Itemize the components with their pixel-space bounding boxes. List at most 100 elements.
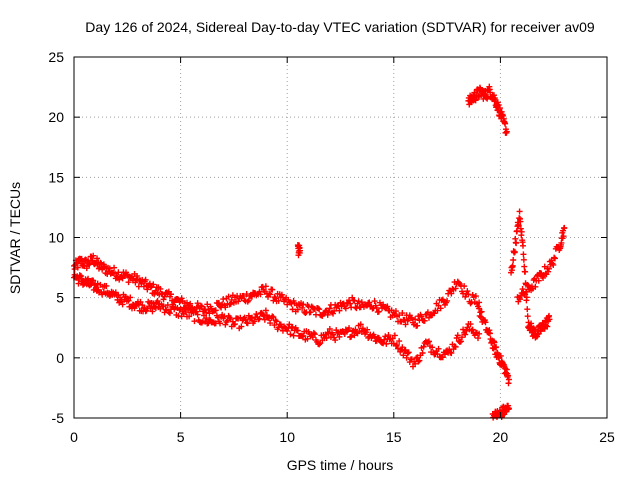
data-point — [75, 280, 82, 287]
data-point — [389, 335, 396, 342]
data-point — [181, 305, 188, 312]
data-point — [225, 293, 232, 300]
data-point — [546, 316, 553, 323]
data-point — [524, 313, 531, 320]
data-point — [304, 335, 311, 342]
data-point — [257, 291, 264, 298]
data-point — [396, 312, 403, 319]
data-point — [290, 332, 297, 339]
data-point — [149, 308, 156, 315]
data-point — [178, 295, 185, 302]
data-point — [401, 347, 408, 354]
data-point — [227, 300, 234, 307]
data-point — [522, 268, 529, 275]
data-point — [160, 296, 167, 303]
data-point — [352, 326, 359, 333]
data-point — [125, 297, 132, 304]
data-point — [111, 264, 118, 271]
data-point — [134, 272, 141, 279]
data-point — [366, 299, 373, 306]
data-point — [463, 327, 470, 334]
data-point — [191, 318, 198, 325]
data-point — [415, 358, 422, 365]
data-point — [300, 301, 307, 308]
data-point — [461, 283, 468, 290]
data-point — [421, 317, 428, 324]
data-point — [242, 316, 249, 323]
data-point — [78, 272, 85, 279]
data-point — [435, 345, 442, 352]
data-point — [429, 344, 436, 351]
y-tick-labels: -5 0 5 10 15 20 25 — [48, 49, 64, 426]
data-point — [183, 299, 190, 306]
data-point — [273, 318, 280, 325]
data-point — [482, 319, 489, 326]
data-point — [462, 331, 469, 338]
data-point — [307, 309, 314, 316]
x-tick-labels: 0 5 10 15 20 25 — [70, 429, 615, 445]
data-point — [505, 405, 512, 412]
data-point — [316, 341, 323, 348]
data-point — [511, 248, 518, 255]
data-point — [520, 256, 527, 263]
y-tick-label: 5 — [56, 290, 64, 306]
data-point — [206, 310, 213, 317]
data-point — [472, 293, 479, 300]
data-point — [296, 247, 303, 254]
data-point — [310, 329, 317, 336]
data-point — [509, 262, 516, 269]
data-point — [475, 335, 482, 342]
data-point — [150, 281, 157, 288]
data-point — [235, 298, 242, 305]
data-point — [534, 273, 541, 280]
data-point — [263, 312, 270, 319]
data-point — [464, 288, 471, 295]
data-point — [309, 334, 316, 341]
data-point — [391, 332, 398, 339]
data-point — [478, 308, 485, 315]
data-point — [94, 255, 101, 262]
data-point — [495, 101, 502, 108]
data-point — [452, 343, 459, 350]
data-point — [519, 242, 526, 249]
data-point — [161, 293, 168, 300]
data-point — [383, 340, 390, 347]
data-point — [231, 321, 238, 328]
data-point — [444, 297, 451, 304]
data-point — [399, 310, 406, 317]
data-point — [271, 294, 278, 301]
x-tick-label: 25 — [599, 429, 615, 445]
data-point — [142, 276, 149, 283]
data-point — [419, 350, 426, 357]
x-tick-label: 10 — [279, 429, 295, 445]
data-point — [90, 277, 97, 284]
data-point — [550, 261, 557, 268]
data-point — [400, 352, 407, 359]
x-axis-label: GPS time / hours — [287, 457, 394, 473]
data-point — [164, 301, 171, 308]
data-point — [311, 331, 318, 338]
y-tick-label: -5 — [52, 410, 65, 426]
data-point — [544, 323, 551, 330]
data-point — [240, 292, 247, 299]
data-point — [294, 306, 301, 313]
data-point — [420, 343, 427, 350]
data-point — [503, 128, 510, 135]
data-point — [403, 354, 410, 361]
data-point — [546, 265, 553, 272]
data-point — [497, 352, 504, 359]
data-point — [425, 338, 432, 345]
data-point — [160, 303, 167, 310]
data-point — [395, 345, 402, 352]
data-point — [499, 112, 506, 119]
data-point — [431, 310, 438, 317]
data-point — [269, 313, 276, 320]
data-point — [262, 283, 269, 290]
data-point — [517, 296, 524, 303]
data-point — [502, 120, 509, 127]
y-axis-label: SDTVAR / TECUs — [7, 182, 23, 294]
data-point — [524, 281, 531, 288]
data-point — [299, 304, 306, 311]
data-point — [353, 329, 360, 336]
